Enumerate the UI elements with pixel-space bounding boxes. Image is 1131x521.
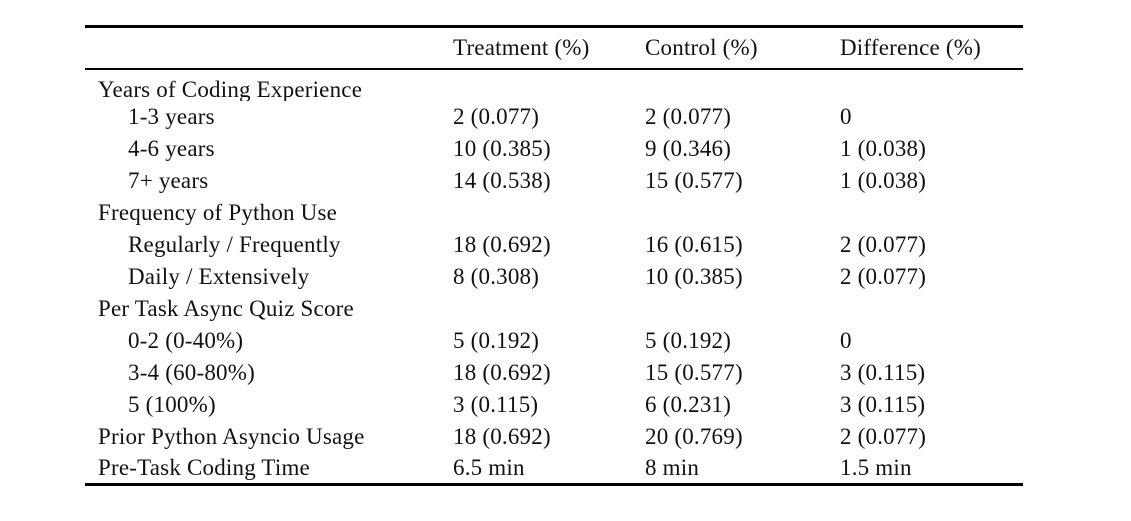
row-label: Prior Python Asyncio Usage bbox=[98, 424, 365, 449]
cell-treatment: 18 (0.692) bbox=[453, 232, 551, 257]
cell-treatment: 6.5 min bbox=[453, 455, 525, 481]
table-row-sub: 0-2 (0-40%) 5 (0.192) 5 (0.192) 0 bbox=[85, 325, 1023, 357]
row-label: 4-6 years bbox=[128, 136, 215, 161]
cell-treatment: 5 (0.192) bbox=[453, 328, 540, 353]
cell-treatment: 10 (0.385) bbox=[453, 136, 551, 161]
cell-control: 10 (0.385) bbox=[645, 264, 743, 289]
cell-difference bbox=[840, 197, 1023, 229]
row-label: Pre-Task Coding Time bbox=[98, 455, 310, 481]
cell-treatment: 18 (0.692) bbox=[453, 424, 551, 449]
balance-table: Treatment (%) Control (%) Difference (%)… bbox=[85, 25, 1023, 486]
cell-difference: 3 (0.115) bbox=[840, 360, 926, 385]
table-row-section: Frequency of Python Use bbox=[85, 197, 1023, 229]
cell-control: 5 (0.192) bbox=[645, 328, 732, 353]
row-label: Frequency of Python Use bbox=[98, 200, 338, 225]
header-difference: Difference (%) bbox=[840, 35, 981, 61]
cell-control: 20 (0.769) bbox=[645, 424, 743, 449]
cell-treatment bbox=[453, 293, 645, 325]
cell-control bbox=[645, 197, 840, 229]
row-label: 1-3 years bbox=[128, 104, 215, 129]
cell-treatment: 3 (0.115) bbox=[453, 392, 539, 417]
cell-difference: 1.5 min bbox=[840, 455, 912, 481]
cell-treatment bbox=[453, 69, 645, 101]
header-empty-cell bbox=[85, 27, 453, 69]
cell-control: 16 (0.615) bbox=[645, 232, 743, 257]
cell-control: 2 (0.077) bbox=[645, 104, 732, 129]
cell-control: 9 (0.346) bbox=[645, 136, 732, 161]
table-row-sub: 1-3 years 2 (0.077) 2 (0.077) 0 bbox=[85, 101, 1023, 133]
table-row-section: Years of Coding Experience bbox=[85, 69, 1023, 101]
table-row-sub: 3-4 (60-80%) 18 (0.692) 15 (0.577) 3 (0.115… bbox=[85, 357, 1023, 389]
cell-treatment: 18 (0.692) bbox=[453, 360, 551, 385]
header-control: Control (%) bbox=[645, 35, 758, 61]
cell-difference: 1 (0.038) bbox=[840, 168, 927, 193]
table-row-section: Prior Python Asyncio Usage 18 (0.692) 20 (… bbox=[85, 421, 1023, 453]
row-label: Years of Coding Experience bbox=[98, 76, 363, 101]
cell-treatment bbox=[453, 197, 645, 229]
row-label: Regularly / Frequently bbox=[128, 232, 341, 257]
row-label: 3-4 (60-80%) bbox=[128, 360, 255, 385]
table-row-sub: Daily / Extensively 8 (0.308) 10 (0.385) 2 … bbox=[85, 261, 1023, 293]
row-label: 5 (100%) bbox=[128, 392, 216, 417]
cell-treatment: 2 (0.077) bbox=[453, 104, 540, 129]
cell-control: 15 (0.577) bbox=[645, 168, 743, 193]
row-label: 0-2 (0-40%) bbox=[128, 328, 244, 353]
cell-control: 8 min bbox=[645, 455, 700, 481]
cell-treatment: 14 (0.538) bbox=[453, 168, 551, 193]
table-row-sub: 5 (100%) 3 (0.115) 6 (0.231) 3 (0.115) bbox=[85, 389, 1023, 421]
cell-control: 15 (0.577) bbox=[645, 360, 743, 385]
table-row-section: Per Task Async Quiz Score bbox=[85, 293, 1023, 325]
cell-difference: 2 (0.077) bbox=[840, 424, 927, 449]
row-label: Per Task Async Quiz Score bbox=[98, 296, 354, 321]
header-row: Treatment (%) Control (%) Difference (%) bbox=[85, 27, 1023, 69]
cell-control bbox=[645, 69, 840, 101]
cell-difference bbox=[840, 69, 1023, 101]
table-row-sub: Regularly / Frequently 18 (0.692) 16 (0.61… bbox=[85, 229, 1023, 261]
cell-difference: 2 (0.077) bbox=[840, 232, 927, 257]
cell-difference bbox=[840, 293, 1023, 325]
header-treatment: Treatment (%) bbox=[453, 35, 590, 61]
cell-difference: 0 bbox=[840, 328, 852, 353]
cell-control: 6 (0.231) bbox=[645, 392, 732, 417]
cell-difference: 0 bbox=[840, 104, 852, 129]
row-label: 7+ years bbox=[128, 168, 209, 193]
cell-control bbox=[645, 293, 840, 325]
row-label: Daily / Extensively bbox=[128, 264, 310, 289]
cell-difference: 2 (0.077) bbox=[840, 264, 927, 289]
table-row-sub: 7+ years 14 (0.538) 15 (0.577) 1 (0.038) bbox=[85, 165, 1023, 197]
table-row-section: Pre-Task Coding Time 6.5 min 8 min 1.5 min bbox=[85, 453, 1023, 485]
cell-difference: 3 (0.115) bbox=[840, 392, 926, 417]
table-row-sub: 4-6 years 10 (0.385) 9 (0.346) 1 (0.038) bbox=[85, 133, 1023, 165]
table-body: Years of Coding Experience 1-3 years 2 (0.… bbox=[85, 69, 1023, 485]
cell-treatment: 8 (0.308) bbox=[453, 264, 540, 289]
cell-difference: 1 (0.038) bbox=[840, 136, 927, 161]
